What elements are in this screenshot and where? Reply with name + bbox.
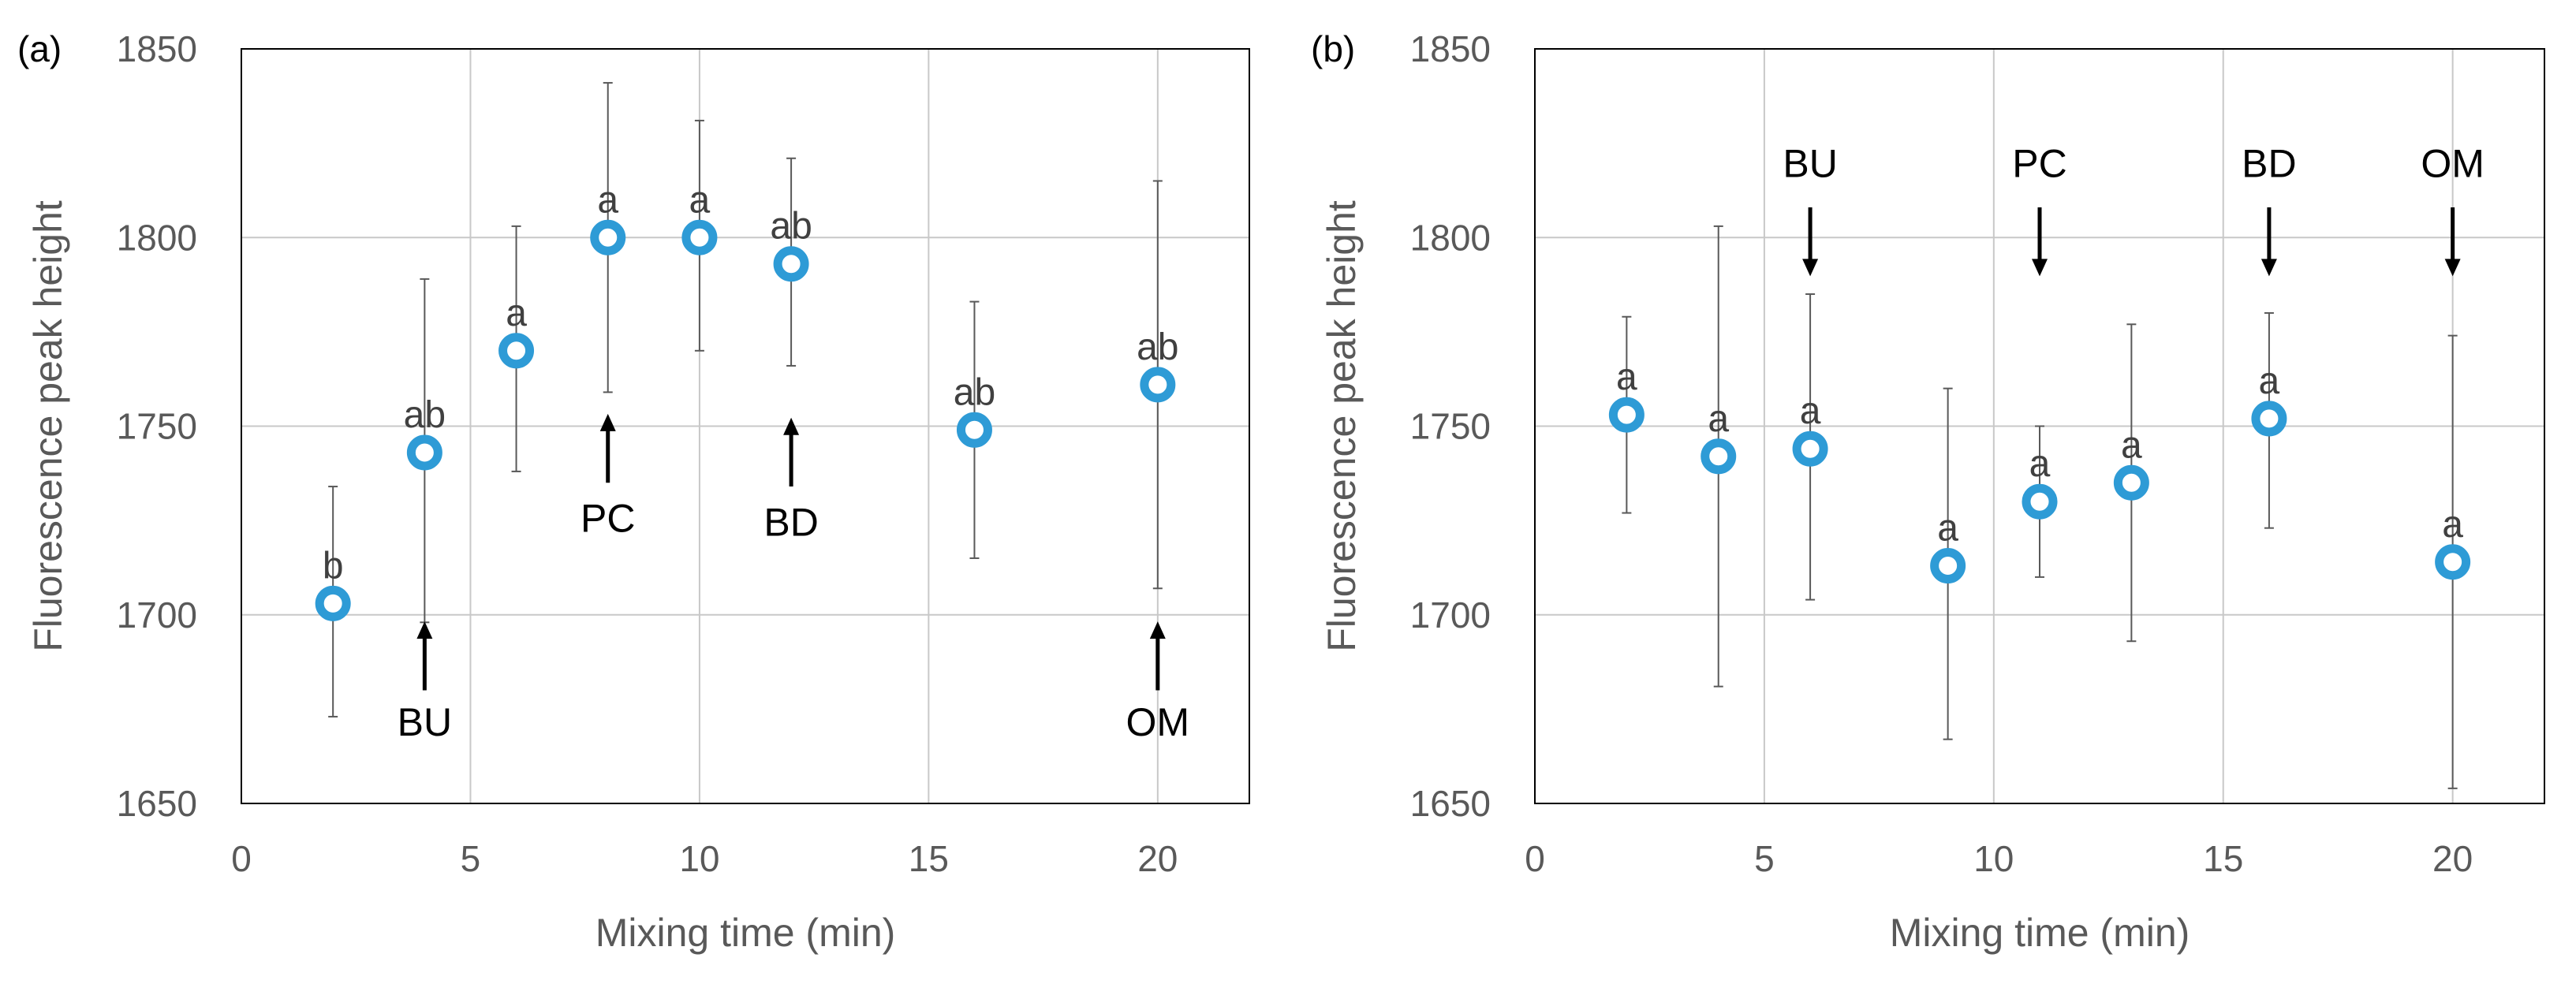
annotation-label: BU (398, 700, 452, 744)
x-axis-title: Mixing time (min) (595, 911, 896, 955)
annotation-arrow-head (416, 621, 433, 639)
significance-letter: a (2121, 424, 2142, 466)
y-tick-label: 1700 (117, 594, 197, 636)
annotation-label: BU (1783, 142, 1837, 186)
data-point-center (421, 449, 428, 456)
annotation-label: OM (2421, 142, 2485, 186)
significance-letter: ab (770, 206, 812, 248)
data-point-center (2128, 479, 2135, 486)
y-tick-label: 1800 (1410, 217, 1491, 258)
annotation-arrow-head (2261, 259, 2277, 277)
significance-letter: a (1937, 508, 1958, 550)
significance-letter: a (597, 179, 618, 221)
y-axis-title: Fluorescence peak height (26, 200, 70, 652)
data-point-center (2265, 415, 2272, 422)
x-tick-label: 15 (2203, 838, 2243, 879)
x-axis-title: Mixing time (min) (1890, 911, 2190, 955)
y-tick-label: 1650 (117, 783, 197, 824)
annotation-label: OM (1126, 700, 1190, 744)
y-tick-label: 1650 (1410, 783, 1491, 824)
x-tick-label: 0 (231, 838, 252, 879)
significance-letter: a (2029, 443, 2051, 485)
y-axis-title: Fluorescence peak height (1320, 200, 1364, 652)
data-point-center (604, 234, 611, 241)
significance-letter: a (1616, 356, 1637, 398)
significance-letter: ab (954, 371, 995, 413)
annotation-arrow-head (1802, 259, 1819, 277)
data-point-center (696, 234, 703, 241)
data-point-center (2449, 558, 2456, 565)
x-tick-label: 20 (1137, 838, 1178, 879)
data-point-center (1154, 381, 1161, 388)
data-point-center (971, 427, 978, 434)
y-tick-label: 1800 (117, 217, 197, 258)
x-tick-label: 10 (679, 838, 719, 879)
significance-letter: ab (404, 394, 446, 436)
significance-letter: a (2442, 504, 2463, 546)
x-tick-label: 5 (461, 838, 481, 879)
panel-label: (b) (1311, 28, 1355, 69)
annotation-label: BD (2242, 142, 2296, 186)
x-tick-label: 0 (1525, 838, 1545, 879)
data-point-center (513, 347, 520, 354)
y-tick-label: 1750 (1410, 406, 1491, 447)
significance-letter: ab (1137, 326, 1178, 368)
x-tick-label: 20 (2432, 838, 2473, 879)
significance-letter: a (2259, 360, 2280, 402)
annotation-arrow-head (783, 417, 800, 435)
significance-letter: a (689, 179, 711, 221)
data-point-center (1807, 445, 1814, 453)
y-tick-label: 1700 (1410, 594, 1491, 636)
annotation-label: PC (2012, 142, 2066, 186)
x-tick-label: 15 (909, 838, 949, 879)
y-tick-label: 1750 (117, 406, 197, 447)
data-point-center (2037, 498, 2043, 505)
x-tick-label: 5 (1754, 838, 1775, 879)
data-point-center (788, 260, 795, 267)
significance-letter: a (506, 293, 527, 334)
x-tick-label: 10 (1973, 838, 2014, 879)
annotation-label: PC (581, 496, 635, 540)
significance-letter: a (1708, 398, 1729, 440)
data-point-center (1944, 562, 1951, 569)
plot-frame-border (1534, 48, 2545, 804)
chart-panel-b: 0 5 10 15 20 1650 1700 1750 1800 1850 (b) Mixing ti… (1311, 28, 2545, 955)
annotation-arrow-head (1149, 621, 1166, 639)
panel-label: (a) (17, 28, 62, 69)
y-tick-label: 1850 (1410, 28, 1491, 69)
annotation-arrow-head (599, 413, 616, 431)
data-point-center (1715, 453, 1722, 460)
data-point-center (330, 600, 337, 607)
annotation-label: BD (763, 500, 818, 544)
plot-frame-border (241, 48, 1250, 804)
significance-letter: b (323, 545, 344, 587)
chart-panel-a: 0 5 10 15 20 1650 1700 1750 1800 1850 (a) Mixing ti… (17, 28, 1250, 955)
data-point-center (1623, 412, 1630, 419)
annotation-arrow-head (2444, 259, 2461, 277)
annotation-arrow-head (2032, 259, 2048, 277)
significance-letter: a (1800, 390, 1821, 432)
y-tick-label: 1850 (117, 28, 197, 69)
